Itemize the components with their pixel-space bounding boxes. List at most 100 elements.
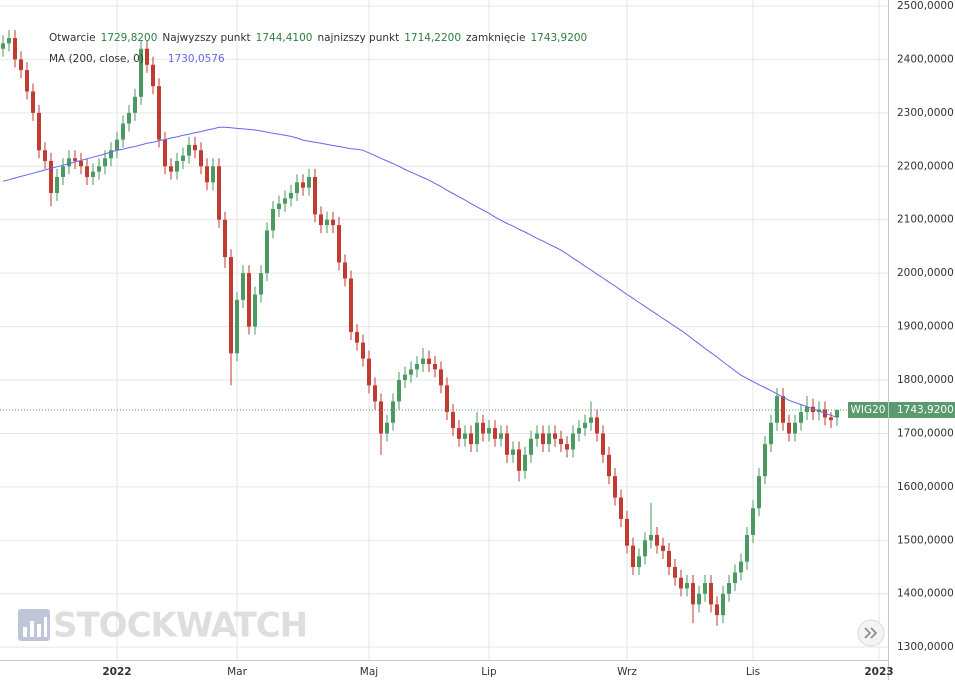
candle-body [745,534,749,562]
candle-body [91,171,95,177]
candle-body [601,433,605,455]
candle-body [169,166,173,172]
watermark-icon-bar [30,621,34,637]
candle-body [151,64,155,87]
candle-body [397,380,401,402]
x-tick-label: Lis [746,666,760,678]
candle-body [223,219,227,258]
candle-body [415,363,419,370]
plot [0,30,888,626]
candle-body [793,422,797,434]
candle-body [97,166,101,172]
scroll-button[interactable] [857,619,885,647]
candle-body [49,160,53,194]
watermark-icon-bar [23,627,27,637]
candle-body [253,294,257,327]
candle-body [7,38,11,44]
candle-body [709,583,713,605]
price-tag-value: 1743,9200 [897,404,954,416]
candle-body [433,363,437,370]
legend: Otwarcie 1729,8200 Najwyzszy punkt 1744,410… [49,32,587,65]
moving-average-line [2,126,838,418]
candle-body [469,433,473,445]
candle-body [295,182,299,194]
candle-body [193,144,197,151]
candle-body [757,476,761,509]
candle-body [217,166,221,220]
legend-label: najnizszy punkt [317,32,399,44]
y-tick-label: 1800,0000 [897,374,954,386]
candle-body [445,385,449,413]
price-tag-symbol-box [848,401,888,418]
candle-body [355,331,359,343]
x-tick-label: Mar [227,666,247,678]
candle-body [613,476,617,498]
candle-body [631,545,635,568]
candle-body [721,593,725,616]
candle-body [427,358,431,364]
candle-body [157,86,161,140]
candle-body [769,422,773,445]
candle-body [661,545,665,551]
candle-body [199,150,203,167]
x-tick-label: Maj [360,666,378,678]
candle-body [529,438,533,455]
candle-body [31,91,35,113]
candle-body [547,433,551,445]
candle-body [697,593,701,605]
candle-body [715,604,719,616]
scroll-button-icon[interactable] [864,627,878,639]
y-tick-label: 1500,0000 [897,534,954,546]
candle-body [685,583,689,589]
candle-body [37,112,41,151]
candle-body [181,155,185,161]
y-tick-label: 1900,0000 [897,321,954,333]
candle-body [319,214,323,226]
legend-label: zamknięcie [466,32,525,44]
candle-body [283,198,287,204]
candle-body [763,444,767,477]
candle-body [739,561,743,573]
y-tick-label: 2100,0000 [897,214,954,226]
candle-body [787,422,791,434]
candle-body [301,182,305,188]
candle-body [313,176,317,215]
candle-body [649,534,653,541]
candle-body [373,385,377,402]
candle-body [391,401,395,423]
candle-body [679,577,683,589]
y-tick-label: 1400,0000 [897,588,954,600]
candle-body [595,417,599,434]
candle-body [655,534,659,546]
candle-body [475,422,479,445]
x-tick-label: Wrz [617,666,637,678]
candle-body [43,150,47,161]
candle-body [145,48,149,65]
candle-body [67,158,71,167]
candle-body [247,273,251,327]
candle-body [385,422,389,434]
candle-body [463,433,467,439]
candle-body [367,358,371,386]
axes: 1300,0000 1400,0000 1500,0000 1600,0000 1700… [102,0,955,678]
candle-body [487,428,491,434]
x-tick-label: 2023 [864,666,893,678]
candle-body [421,358,425,364]
legend-label: Najwyzszy punkt [162,32,250,44]
candle-body [343,262,347,279]
candle-body [61,166,65,177]
candle-body [211,166,215,183]
x-tick-label: 2022 [102,666,131,678]
candle-body [541,433,545,445]
candle-body [625,518,629,546]
candle-body [55,176,59,194]
candle-body [619,497,623,519]
candle-body [733,572,737,584]
y-tick-label: 1300,0000 [897,641,954,653]
candle-body [799,412,803,423]
candle-body [361,342,365,359]
legend-value: 1743,9200 [530,32,587,44]
candle-body [481,422,485,434]
